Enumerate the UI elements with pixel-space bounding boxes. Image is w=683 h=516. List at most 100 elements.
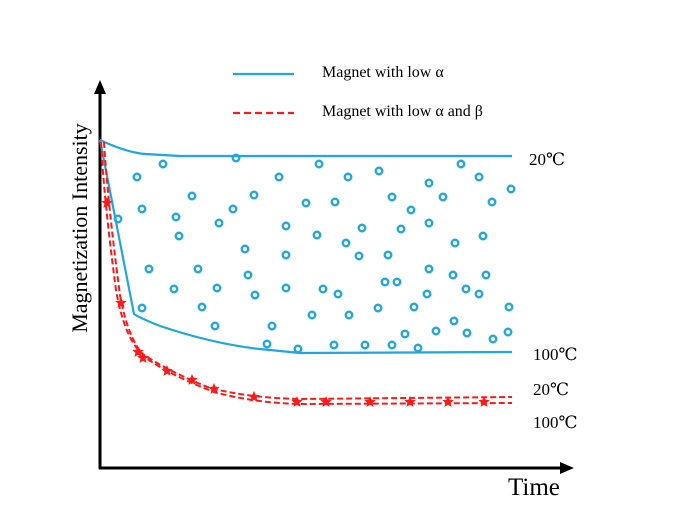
particle-dot [171, 212, 181, 222]
particle-dot [354, 251, 364, 261]
particle-dot [488, 334, 498, 344]
particle-dot [400, 329, 410, 339]
star-marker-icon [291, 396, 303, 407]
particle-dot [383, 250, 393, 260]
particle-dot [240, 244, 250, 254]
particle-dot [144, 264, 154, 274]
label-red-100c: 100℃ [533, 413, 578, 432]
particle-dot [474, 289, 484, 299]
y-axis-label: Magnetization Intensity [67, 123, 92, 333]
particle-dot [462, 328, 472, 338]
particle-dot [250, 290, 260, 300]
particle-dot [374, 166, 384, 176]
particle-dot [312, 230, 322, 240]
particle-dot [373, 303, 383, 313]
label-blue-100c: 100℃ [533, 345, 578, 364]
particle-dot [210, 321, 220, 331]
particle-dot [343, 172, 353, 182]
particle-dot [413, 343, 423, 353]
label-blue-20c: 20℃ [529, 150, 566, 169]
particle-dot [158, 159, 168, 169]
legend-label-low-alpha-beta: Magnet with low α and β [322, 103, 483, 120]
particle-dot [197, 302, 207, 312]
particle-dot [228, 204, 238, 214]
particle-dot [243, 270, 253, 280]
x-axis-arrow-icon [560, 462, 574, 474]
star-marker-icon [115, 297, 127, 308]
particle-dot [406, 205, 416, 215]
particle-dot [318, 284, 328, 294]
particle-dot [456, 159, 466, 169]
particle-dot [249, 190, 259, 200]
curve-low-alpha-100c [98, 139, 513, 355]
particle-dot [449, 316, 459, 326]
particle-dot [344, 310, 354, 320]
curve-low-alpha-20c [99, 139, 512, 158]
legend-label-low-alpha: Magnet with low α [322, 64, 444, 81]
particle-dot [422, 289, 432, 299]
particle-dot [506, 184, 516, 194]
particle-dot [481, 270, 491, 280]
particle-dot [448, 270, 458, 280]
label-red-20c: 20℃ [533, 380, 570, 399]
particle-dot [274, 172, 284, 182]
particle-dot [341, 238, 351, 248]
particle-dot [330, 197, 340, 207]
particle-dot [424, 218, 434, 228]
x-axis-label: Time [508, 474, 560, 501]
curve-low-alpha-beta-20c [100, 141, 513, 401]
particle-dot [450, 238, 460, 248]
particle-dot [487, 197, 497, 207]
particle-dot [431, 326, 441, 336]
particle-dot [409, 302, 419, 312]
particle-dot [231, 153, 241, 163]
y-axis-arrow-icon [94, 80, 106, 94]
particle-dot [329, 340, 339, 350]
particle-dot [281, 283, 291, 293]
star-marker-icon [478, 396, 490, 407]
star-marker-icon [161, 365, 173, 376]
particle-dot [387, 192, 397, 202]
particle-dot [214, 218, 224, 228]
particle-dot [281, 250, 291, 260]
star-marker-icon [186, 374, 198, 385]
particle-dot [424, 178, 434, 188]
particle-dot [314, 159, 324, 169]
particle-dot [478, 231, 488, 241]
particle-dot [396, 224, 406, 234]
particle-dot [174, 231, 184, 241]
particle-dot [360, 340, 370, 350]
particle-dot [504, 302, 514, 312]
particle-dot [293, 344, 303, 354]
particle-dot [301, 198, 311, 208]
particle-dot [503, 327, 513, 337]
star-marker-icon [132, 346, 144, 357]
star-marker-icon [248, 391, 260, 402]
particle-dot [193, 264, 203, 274]
particle-dot [438, 192, 448, 202]
particle-dot [380, 277, 390, 287]
particle-dot [307, 310, 317, 320]
particle-dot [281, 221, 291, 231]
particle-dot [169, 284, 179, 294]
star-marker-icon [320, 396, 332, 407]
particle-dot [212, 283, 222, 293]
particle-dot [137, 303, 147, 313]
star-marker-icon [208, 383, 220, 394]
particle-dot [262, 339, 272, 349]
particle-dot [132, 172, 142, 182]
particle-dot [392, 277, 402, 287]
particle-dot [461, 284, 471, 294]
star-marker-icon [404, 396, 416, 407]
particle-dot [424, 264, 434, 274]
particle-dot [137, 204, 147, 214]
star-marker-icon [364, 396, 376, 407]
particle-dot [387, 340, 397, 350]
particle-dot [187, 191, 197, 201]
particle-dot [357, 223, 367, 233]
star-marker-icon [442, 396, 454, 407]
particle-dot [333, 289, 343, 299]
star-marker-icon [137, 352, 149, 363]
